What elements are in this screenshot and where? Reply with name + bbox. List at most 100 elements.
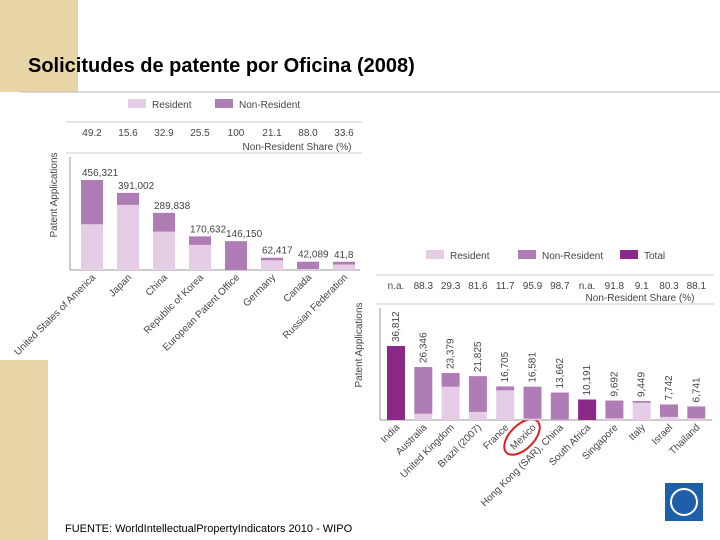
x-tick-label: Israel xyxy=(650,422,675,447)
share-value: n.a. xyxy=(388,281,405,292)
share-value: 98.7 xyxy=(550,281,570,292)
bar-segment xyxy=(414,367,433,414)
value-label: 16,581 xyxy=(528,352,539,383)
bar-segment xyxy=(153,212,175,232)
bar-segment xyxy=(605,400,624,419)
bar-segment xyxy=(387,346,405,420)
bar-segment xyxy=(496,390,515,420)
highlight-circle xyxy=(503,418,541,456)
bar-segment xyxy=(189,244,211,270)
share-value: 25.5 xyxy=(190,128,210,139)
share-value: 100 xyxy=(228,128,245,139)
share-value: n.a. xyxy=(579,281,596,292)
share-value: 80.3 xyxy=(659,281,679,292)
legend-swatch xyxy=(426,250,444,259)
value-label: 6,741 xyxy=(691,377,702,402)
share-value: 91.8 xyxy=(605,281,625,292)
value-label: 26,346 xyxy=(418,332,429,363)
bar-segment xyxy=(632,402,651,420)
value-label: 13,662 xyxy=(555,358,566,389)
bar-segment xyxy=(441,386,460,420)
legend-label: Resident xyxy=(152,100,192,111)
share-value: 33.6 xyxy=(334,128,354,139)
logo-mark xyxy=(670,488,698,516)
bar-segment xyxy=(117,204,139,270)
legend-swatch xyxy=(215,99,233,108)
value-label: 21,825 xyxy=(473,341,484,372)
value-label: 170,632 xyxy=(190,224,227,235)
y-axis-title: Patent Applications xyxy=(49,152,60,237)
value-label: 16,705 xyxy=(500,351,511,382)
bar-segment xyxy=(333,261,355,265)
bar-segment xyxy=(81,180,103,225)
bar-segment xyxy=(189,236,211,245)
share-value: 81.6 xyxy=(468,281,488,292)
share-title: Non-Resident Share (%) xyxy=(243,142,352,153)
decor-bar xyxy=(0,0,78,92)
bar-segment xyxy=(81,224,103,270)
value-label: 456,321 xyxy=(82,168,119,179)
bar-segment xyxy=(632,401,651,403)
share-value: 88.1 xyxy=(687,281,707,292)
legend-label: Non-Resident xyxy=(239,100,300,111)
share-value: 15.6 xyxy=(118,128,138,139)
legend-label: Resident xyxy=(450,251,490,262)
slide-title: Solicitudes de patente por Oficina (2008… xyxy=(28,55,415,77)
bar-segment xyxy=(333,264,355,270)
share-value: 11.7 xyxy=(496,281,515,292)
bar-segment xyxy=(468,376,487,412)
share-value: 95.9 xyxy=(523,281,543,292)
bar-segment xyxy=(414,413,433,420)
value-label: 10,191 xyxy=(582,364,593,395)
value-label: 42,089 xyxy=(298,250,329,261)
bar-segment xyxy=(496,386,515,391)
bar-segment xyxy=(261,257,283,261)
share-value: 9.1 xyxy=(635,281,649,292)
value-label: 23,379 xyxy=(446,338,457,369)
share-value: 32.9 xyxy=(154,128,174,139)
bar-segment xyxy=(523,418,542,420)
value-label: 9,692 xyxy=(609,371,620,396)
chart-panel xyxy=(62,95,367,363)
value-label: 391,002 xyxy=(118,181,155,192)
legend-label: Total xyxy=(644,251,665,262)
value-label: 41,8 xyxy=(334,250,354,261)
bar-segment xyxy=(687,406,706,419)
bar-segment xyxy=(297,261,319,270)
legend-swatch xyxy=(620,250,638,259)
bar-segment xyxy=(550,392,569,420)
x-tick-label: India xyxy=(379,422,402,445)
legend-label: Non-Resident xyxy=(542,251,603,262)
bar-segment xyxy=(297,269,319,270)
share-value: 88.0 xyxy=(298,128,318,139)
value-label: 289,838 xyxy=(154,201,191,212)
bar-segment xyxy=(225,241,247,270)
bar-segment xyxy=(660,416,678,420)
share-value: 21.1 xyxy=(262,128,282,139)
bar-segment xyxy=(578,399,597,420)
value-label: 62,417 xyxy=(262,246,293,257)
bar-segment xyxy=(261,260,283,270)
bar-segment xyxy=(687,418,706,420)
y-axis-title: Patent Applications xyxy=(354,302,365,387)
share-value: 29.3 xyxy=(441,281,461,292)
bar-segment xyxy=(153,231,175,270)
bar-segment xyxy=(117,192,139,205)
share-value: 49.2 xyxy=(82,128,102,139)
bar-segment xyxy=(523,386,542,419)
decor-bar xyxy=(0,360,48,540)
bar-segment xyxy=(605,418,624,420)
x-tick-label: Italy xyxy=(627,422,648,443)
bar-segment xyxy=(441,373,460,387)
bar-segment xyxy=(660,404,678,417)
value-label: 7,742 xyxy=(664,375,675,400)
legend-swatch xyxy=(128,99,146,108)
source: FUENTE: WorldIntellectualPropertyIndicat… xyxy=(65,523,353,535)
x-tick-label: Thailand xyxy=(668,422,703,457)
share-value: 88.3 xyxy=(414,281,434,292)
bar-segment xyxy=(468,411,487,420)
value-label: 9,449 xyxy=(637,372,648,397)
value-label: 146,150 xyxy=(226,229,263,240)
value-label: 36,812 xyxy=(391,311,402,342)
